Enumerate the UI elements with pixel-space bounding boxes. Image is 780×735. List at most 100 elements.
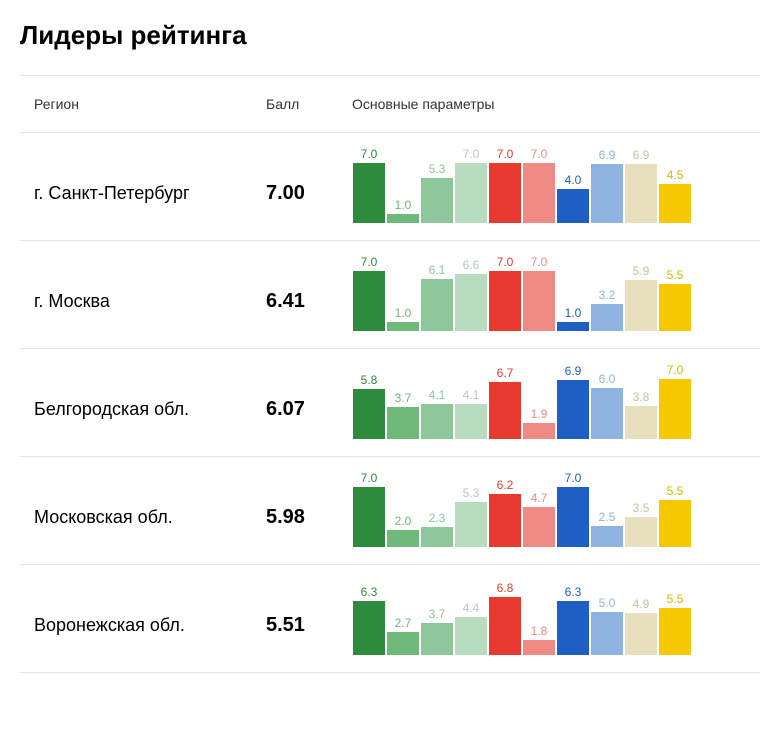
table-row: Воронежская обл.5.516.32.73.74.46.81.86.… (20, 565, 760, 673)
table-row: г. Москва6.417.01.06.16.67.07.01.03.25.9… (20, 241, 760, 349)
bar-rect (591, 526, 623, 547)
bar-label: 3.7 (429, 608, 446, 620)
bar-rect (421, 279, 453, 331)
bar-rect (659, 608, 691, 655)
col-header-region: Регион (34, 96, 266, 112)
bar: 2.5 (590, 511, 624, 547)
bar-label: 6.0 (599, 373, 616, 385)
bar-rect (387, 322, 419, 331)
bar: 6.7 (488, 367, 522, 439)
bar-rect (625, 613, 657, 655)
table-row: Московская обл.5.987.02.02.35.36.24.77.0… (20, 457, 760, 565)
bar-rect (557, 601, 589, 655)
row-chart: 6.32.73.74.46.81.86.35.04.95.5 (352, 583, 760, 669)
score-value: 7.00 (266, 182, 352, 205)
score-value: 6.41 (266, 290, 352, 313)
bar-label: 4.9 (633, 598, 650, 610)
bar: 2.0 (386, 515, 420, 547)
bar-label: 2.7 (395, 617, 412, 629)
bar: 6.9 (624, 149, 658, 223)
bar-label: 7.0 (531, 148, 548, 160)
region-name: Московская обл. (34, 507, 266, 528)
bar-rect (489, 163, 521, 223)
bar-label: 5.8 (361, 374, 378, 386)
bar-rect (523, 507, 555, 547)
bar: 4.1 (420, 389, 454, 439)
bar-rect (625, 280, 657, 331)
bar-rect (523, 271, 555, 331)
bar-rect (353, 389, 385, 439)
bar-rect (659, 379, 691, 439)
bar-label: 6.9 (565, 365, 582, 377)
bar-rect (591, 304, 623, 331)
bar-label: 4.0 (565, 174, 582, 186)
bar-rect (489, 597, 521, 655)
bar-label: 6.6 (463, 259, 480, 271)
bar: 1.9 (522, 408, 556, 439)
table-header: Регион Балл Основные параметры (20, 75, 760, 133)
page-title: Лидеры рейтинга (20, 20, 760, 51)
bar-label: 4.4 (463, 602, 480, 614)
bar: 5.9 (624, 265, 658, 331)
bar: 6.3 (556, 586, 590, 655)
bar: 4.4 (454, 602, 488, 655)
bar-rect (421, 623, 453, 655)
bars-group: 7.01.05.37.07.07.04.06.96.94.5 (352, 151, 760, 237)
bar-label: 3.2 (599, 289, 616, 301)
bar: 5.3 (454, 487, 488, 547)
bar: 6.0 (590, 373, 624, 439)
bar: 2.3 (420, 512, 454, 547)
bar-rect (557, 322, 589, 331)
bar-label: 2.3 (429, 512, 446, 524)
bar: 2.7 (386, 617, 420, 655)
bar-label: 1.9 (531, 408, 548, 420)
bar: 5.3 (420, 163, 454, 223)
bar-rect (387, 530, 419, 547)
bar: 1.0 (386, 199, 420, 223)
bar-rect (625, 164, 657, 223)
bar: 6.8 (488, 582, 522, 655)
bar: 1.0 (386, 307, 420, 331)
bar: 5.5 (658, 593, 692, 655)
region-name: г. Москва (34, 291, 266, 312)
bar-rect (489, 494, 521, 547)
bar: 6.9 (556, 365, 590, 439)
bar-rect (455, 502, 487, 547)
bar-label: 6.3 (565, 586, 582, 598)
bar-label: 5.3 (429, 163, 446, 175)
bars-group: 7.02.02.35.36.24.77.02.53.55.5 (352, 475, 760, 561)
bar-label: 2.0 (395, 515, 412, 527)
bar-rect (523, 423, 555, 439)
bar-label: 5.9 (633, 265, 650, 277)
bar-rect (455, 274, 487, 331)
bar: 3.7 (420, 608, 454, 655)
bar: 3.7 (386, 392, 420, 439)
bar-label: 5.3 (463, 487, 480, 499)
table-body: г. Санкт-Петербург7.007.01.05.37.07.07.0… (20, 133, 760, 673)
bar-label: 4.1 (429, 389, 446, 401)
table-row: г. Санкт-Петербург7.007.01.05.37.07.07.0… (20, 133, 760, 241)
bar: 5.5 (658, 485, 692, 547)
bar-label: 6.3 (361, 586, 378, 598)
bar-rect (455, 617, 487, 655)
bar: 7.0 (454, 148, 488, 223)
bar-label: 4.7 (531, 492, 548, 504)
bar-label: 3.7 (395, 392, 412, 404)
bar-label: 6.8 (497, 582, 514, 594)
col-header-score: Балл (266, 96, 352, 112)
bar-label: 1.0 (395, 199, 412, 211)
bar: 7.0 (488, 148, 522, 223)
bar-rect (659, 500, 691, 547)
bar-rect (455, 404, 487, 439)
bar-rect (353, 163, 385, 223)
bar: 4.7 (522, 492, 556, 547)
bar-rect (421, 178, 453, 223)
bar: 1.0 (556, 307, 590, 331)
bar-rect (421, 404, 453, 439)
bar-rect (353, 487, 385, 547)
bar-rect (591, 388, 623, 439)
bar-rect (591, 612, 623, 655)
bar: 7.0 (352, 148, 386, 223)
bar-label: 5.5 (667, 593, 684, 605)
score-value: 6.07 (266, 398, 352, 421)
